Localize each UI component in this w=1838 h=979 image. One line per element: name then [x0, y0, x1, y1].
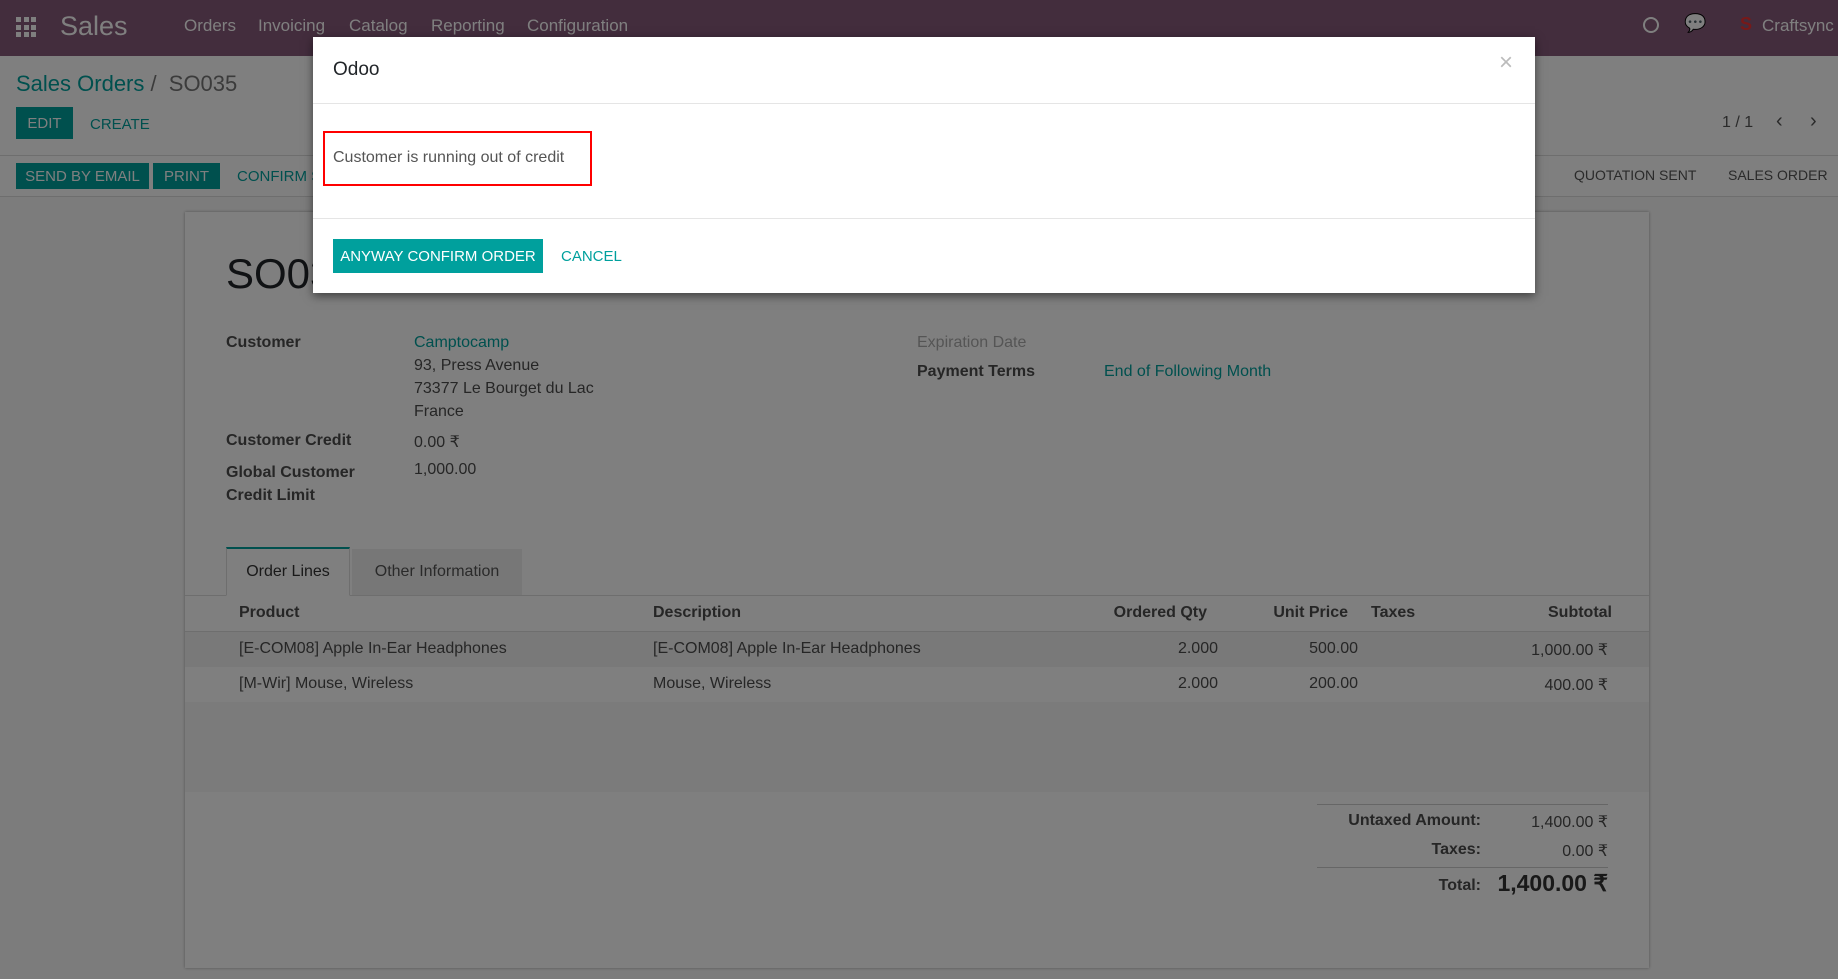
- credit-warning-dialog: Odoo × Customer is running out of credit…: [313, 37, 1535, 293]
- dialog-header-divider: [313, 103, 1535, 104]
- cancel-button[interactable]: CANCEL: [561, 248, 622, 265]
- anyway-confirm-order-button[interactable]: ANYWAY CONFIRM ORDER: [333, 239, 543, 273]
- highlight-box: [323, 131, 592, 186]
- dialog-message: Customer is running out of credit: [333, 149, 565, 166]
- dialog-footer-divider: [313, 218, 1535, 219]
- dialog-close-icon[interactable]: ×: [1498, 49, 1513, 76]
- dialog-title: Odoo: [333, 59, 380, 80]
